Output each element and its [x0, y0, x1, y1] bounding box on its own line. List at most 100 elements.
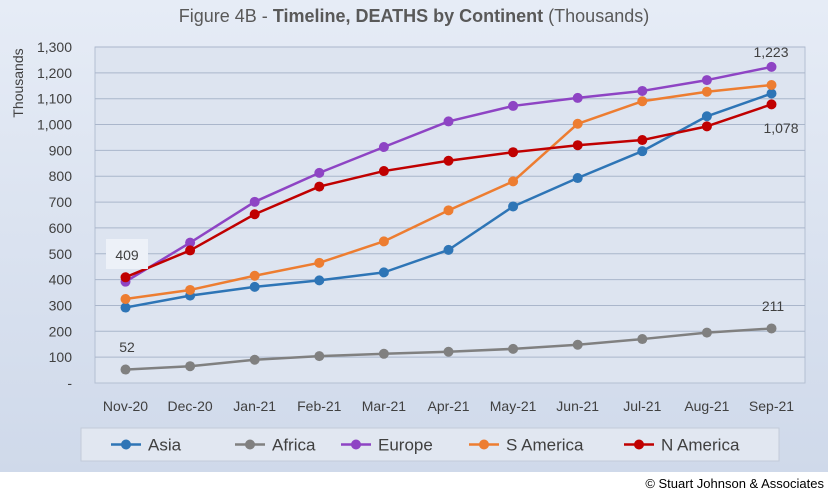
- data-point-asia: [249, 281, 260, 292]
- legend-items: Asia Africa Europe S America N America: [111, 436, 740, 455]
- y-tick-label: 1,100: [37, 91, 72, 107]
- legend-swatch-marker: [121, 439, 131, 450]
- data-point-europe: [766, 61, 777, 72]
- data-point-s-america: [766, 79, 777, 90]
- data-point-africa: [249, 354, 260, 365]
- y-tick-label: 700: [49, 194, 73, 210]
- x-tick-labels: Nov-20 Dec-20 Jan-21 Feb-21 Mar-21 Apr-21 May-…: [103, 398, 794, 414]
- series-group: [120, 61, 777, 375]
- data-point-s-america: [314, 257, 325, 268]
- data-point-n-america: [508, 147, 519, 158]
- data-point-asia: [701, 111, 712, 122]
- data-point-africa: [701, 327, 712, 338]
- data-point-s-america: [443, 205, 454, 216]
- y-tick-label: 900: [49, 142, 73, 158]
- data-label: 1,078: [763, 120, 798, 136]
- data-point-n-america: [766, 99, 777, 110]
- y-tick-label: 200: [49, 323, 73, 339]
- y-axis-label: Thousands: [10, 48, 26, 117]
- title-suffix: (Thousands): [543, 6, 649, 26]
- data-point-asia: [637, 146, 648, 157]
- y-tick-label: 600: [49, 220, 73, 236]
- data-label: 211: [762, 298, 785, 314]
- y-tick-label: -: [67, 375, 72, 391]
- x-tick-label: Apr-21: [427, 398, 469, 414]
- legend-item-europe: Europe: [341, 436, 433, 455]
- legend-label: Africa: [272, 436, 316, 455]
- data-label: 1,223: [753, 44, 788, 60]
- data-point-s-america: [185, 284, 196, 295]
- data-point-s-america: [637, 96, 648, 107]
- data-point-asia: [443, 244, 454, 255]
- data-point-asia: [572, 173, 583, 184]
- title-bold: Timeline, DEATHS by Continent: [273, 6, 543, 26]
- line-chart: Figure 4B - Timeline, DEATHS by Continen…: [10, 6, 806, 462]
- x-tick-label: Sep-21: [749, 398, 794, 414]
- data-point-europe: [249, 196, 260, 207]
- data-point-s-america: [120, 294, 131, 304]
- y-tick-label: 500: [49, 246, 73, 262]
- x-tick-label: Mar-21: [362, 398, 407, 414]
- legend-label: S America: [506, 436, 584, 455]
- data-label: 52: [119, 339, 135, 355]
- legend-item-africa: Africa: [235, 436, 316, 455]
- legend-label: Asia: [148, 436, 182, 455]
- chart-title: Figure 4B - Timeline, DEATHS by Continen…: [179, 6, 649, 26]
- data-point-s-america: [249, 270, 260, 281]
- data-point-n-america: [572, 140, 583, 151]
- data-point-europe: [701, 75, 712, 86]
- legend-item-s-america: S America: [469, 436, 584, 455]
- data-point-europe: [443, 116, 454, 127]
- series-n-america: [120, 99, 777, 283]
- data-point-n-america: [443, 155, 454, 166]
- data-point-asia: [314, 275, 325, 286]
- x-tick-label: Feb-21: [297, 398, 342, 414]
- data-point-africa: [508, 343, 519, 354]
- y-tick-labels: - 100 200 300 400 500 600 700 800 900 1,000 1,100 1,…: [37, 39, 72, 391]
- x-tick-label: Jan-21: [233, 398, 276, 414]
- data-point-africa: [120, 364, 131, 375]
- legend-item-asia: Asia: [111, 436, 182, 455]
- data-point-n-america: [249, 209, 260, 220]
- legend: [80, 427, 780, 462]
- legend-label: Europe: [378, 436, 433, 455]
- legend-item-n-america: N America: [624, 436, 740, 455]
- y-tick-label: 100: [49, 349, 73, 365]
- data-point-n-america: [378, 166, 389, 177]
- data-point-africa: [185, 361, 196, 372]
- data-point-europe: [508, 100, 519, 111]
- y-tick-label: 300: [49, 297, 73, 313]
- y-tick-label: 800: [49, 168, 73, 184]
- data-point-africa: [314, 351, 325, 362]
- legend-swatch-marker: [351, 439, 361, 450]
- data-point-asia: [120, 302, 131, 313]
- y-tick-label: 1,000: [37, 117, 72, 133]
- data-labels: 409 52 1,223 211 1,078: [115, 44, 798, 355]
- x-tick-label: May-21: [490, 398, 537, 414]
- data-point-africa: [766, 323, 777, 334]
- data-point-africa: [572, 339, 583, 350]
- data-point-n-america: [120, 272, 131, 283]
- x-tick-label: Dec-20: [168, 398, 213, 414]
- chart-frame: Figure 4B - Timeline, DEATHS by Continen…: [0, 0, 828, 472]
- data-point-asia: [508, 201, 519, 212]
- data-point-africa: [443, 346, 454, 357]
- data-point-s-america: [378, 236, 389, 247]
- data-point-s-america: [508, 176, 519, 187]
- x-tick-label: Jun-21: [556, 398, 599, 414]
- legend-swatch-marker: [245, 439, 255, 450]
- data-point-europe: [314, 167, 325, 178]
- x-tick-label: Aug-21: [684, 398, 729, 414]
- data-point-africa: [637, 334, 648, 345]
- series-africa: [120, 323, 777, 375]
- data-point-europe: [378, 142, 389, 153]
- y-tick-label: 1,300: [37, 39, 72, 55]
- x-tick-label: Jul-21: [623, 398, 661, 414]
- series-s-america: [120, 79, 777, 304]
- data-label: 409: [115, 247, 139, 263]
- data-point-africa: [378, 348, 389, 359]
- legend-swatch-marker: [634, 439, 644, 450]
- y-tick-label: 1,200: [37, 65, 72, 81]
- data-point-n-america: [701, 121, 712, 132]
- data-point-europe: [185, 237, 196, 248]
